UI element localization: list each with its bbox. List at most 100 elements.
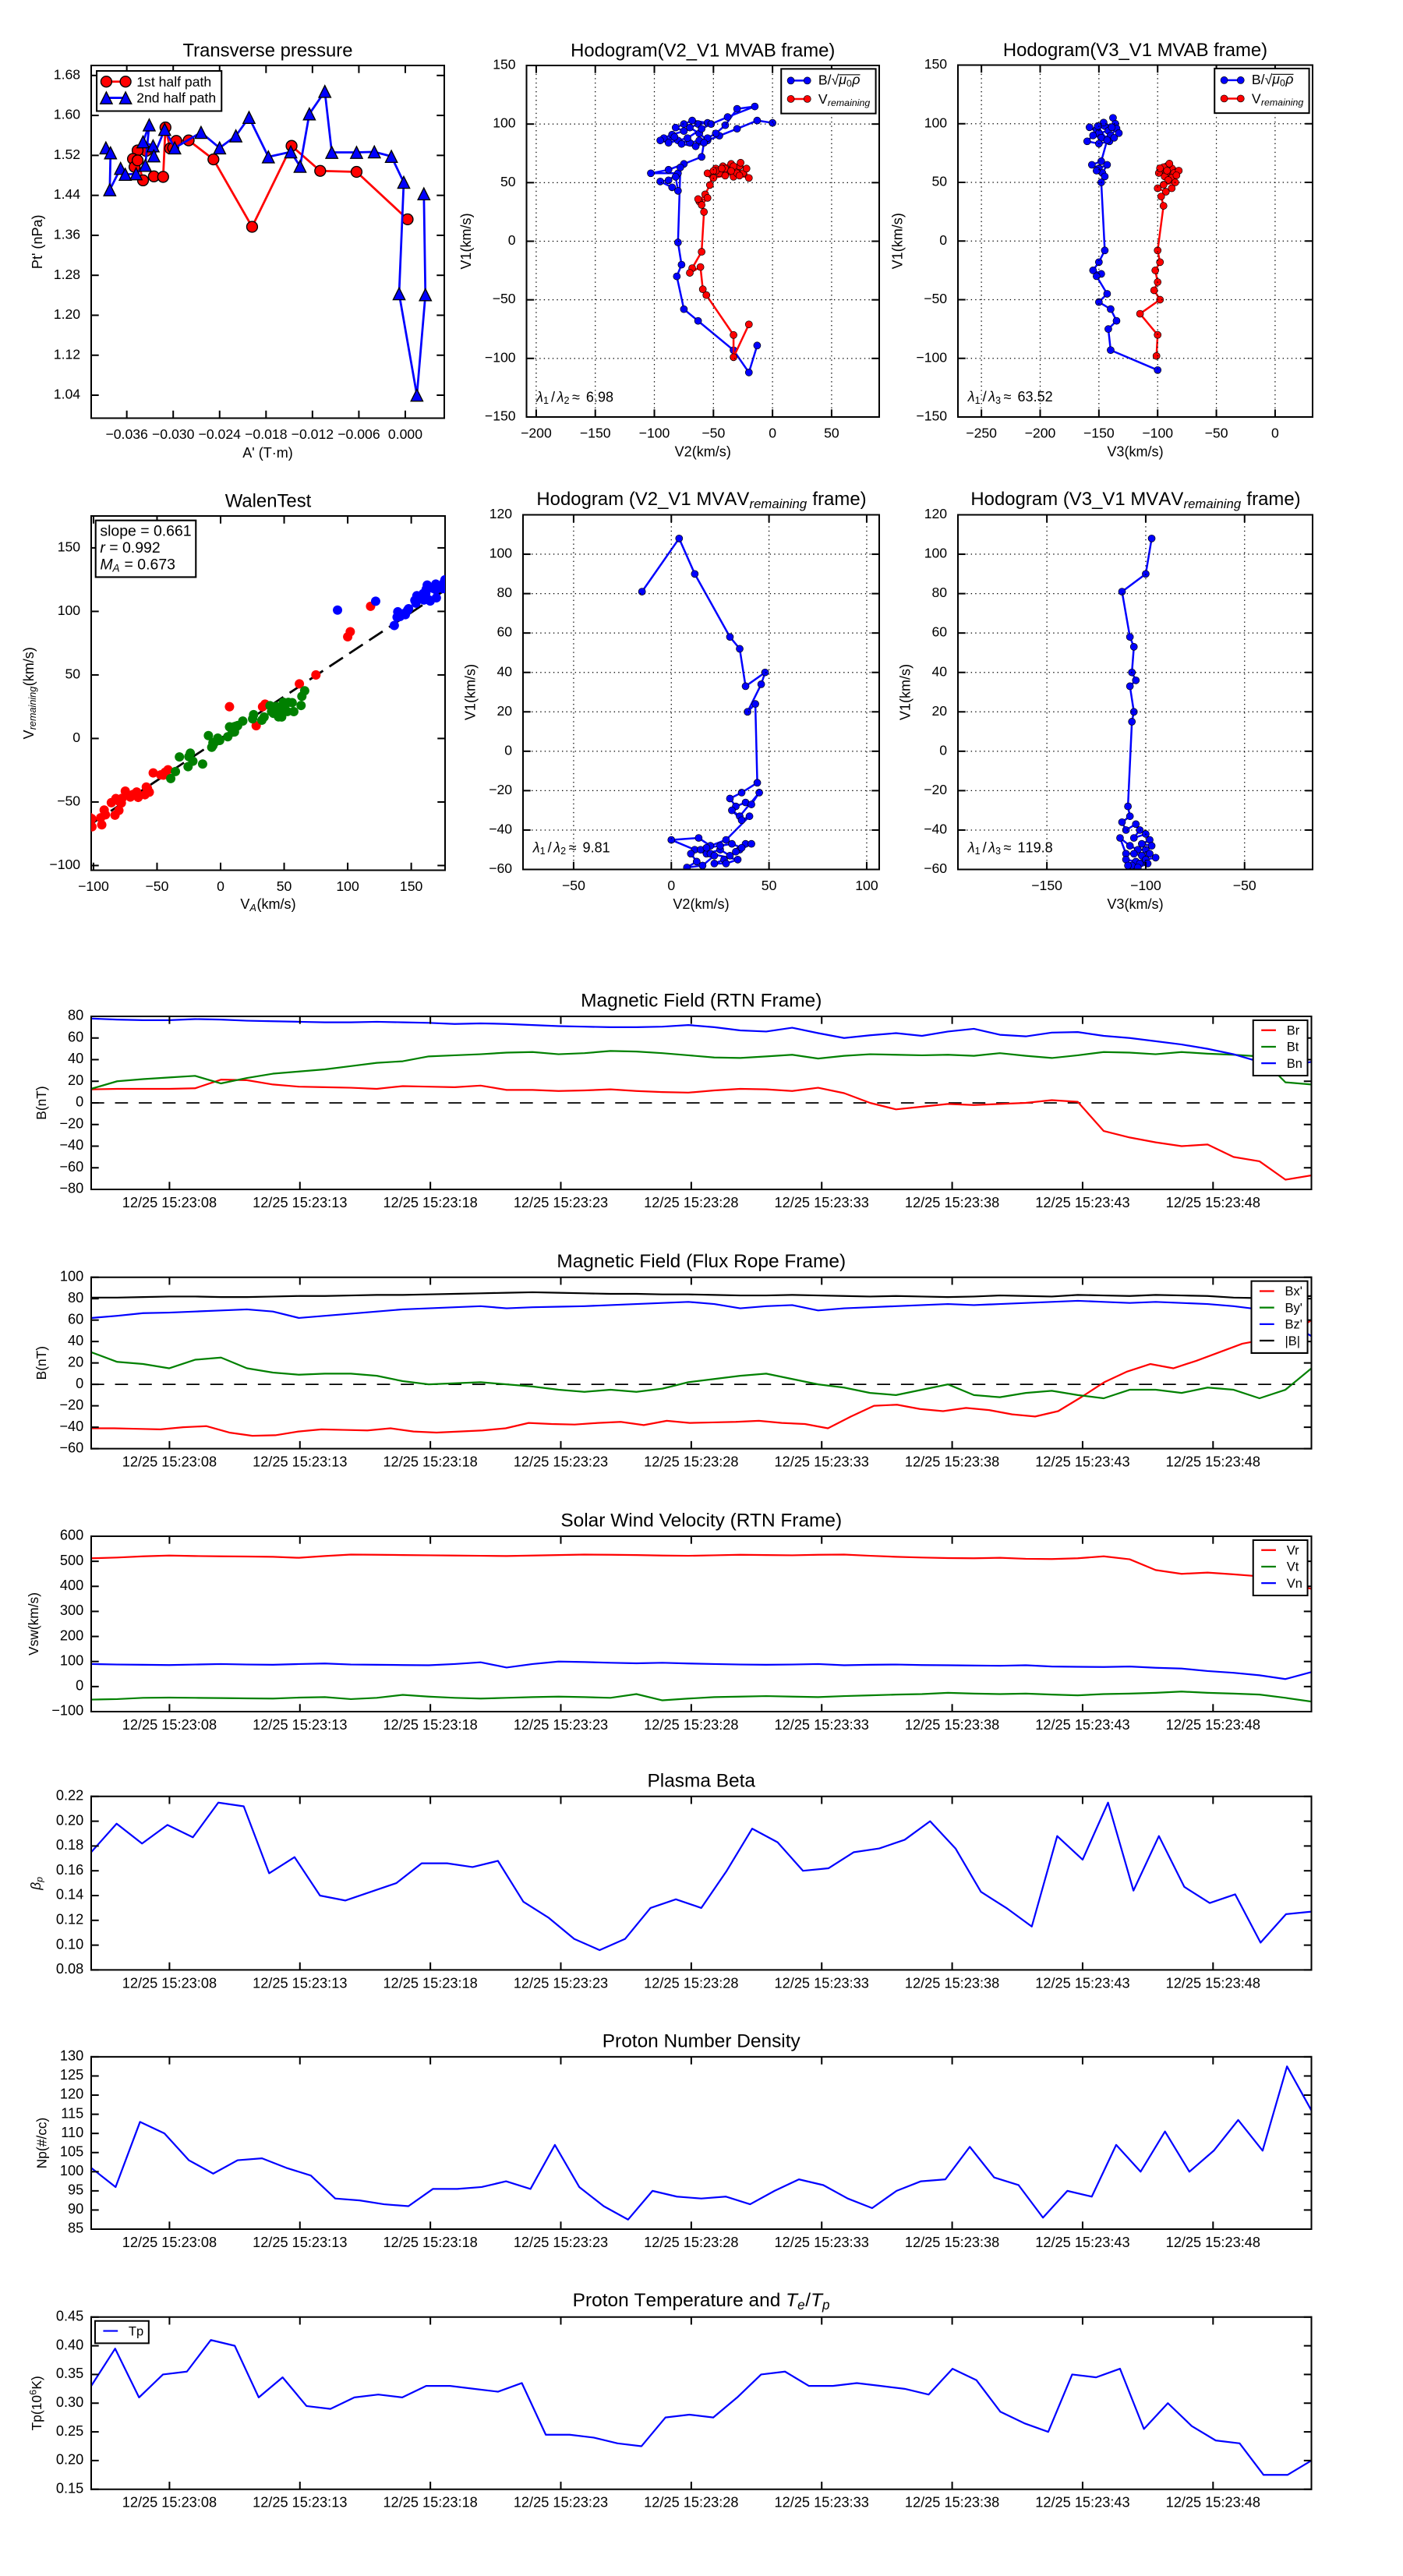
svg-text:−200: −200: [521, 426, 552, 441]
svg-text:−100: −100: [639, 426, 670, 441]
svg-text:−40: −40: [59, 1137, 83, 1153]
svg-text:100: 100: [58, 602, 81, 618]
svg-text:90: 90: [68, 2201, 83, 2217]
svg-text:40: 40: [497, 663, 513, 679]
svg-text:Magnetic Field (RTN Frame): Magnetic Field (RTN Frame): [581, 991, 822, 1012]
svg-text:−60: −60: [924, 860, 947, 876]
svg-text:Transverse pressure: Transverse pressure: [182, 41, 352, 62]
svg-text:Np(#/cc): Np(#/cc): [34, 2118, 49, 2169]
svg-text:105: 105: [60, 2143, 83, 2159]
svg-text:−100: −100: [1130, 878, 1161, 893]
svg-text:0.22: 0.22: [56, 1788, 83, 1804]
svg-text:−50: −50: [702, 426, 725, 441]
svg-text:12/25 15:23:08: 12/25 15:23:08: [122, 1454, 217, 1470]
svg-text:150: 150: [58, 539, 81, 554]
svg-text:20: 20: [497, 703, 513, 719]
svg-text:0.25: 0.25: [56, 2423, 83, 2439]
svg-text:V2(km/s): V2(km/s): [673, 896, 729, 912]
svg-text:40: 40: [68, 1051, 83, 1066]
svg-text:12/25 15:23:08: 12/25 15:23:08: [122, 1717, 217, 1733]
svg-text:−50: −50: [146, 878, 169, 894]
svg-text:80: 80: [497, 585, 513, 600]
svg-text:115: 115: [61, 2105, 83, 2121]
svg-text:12/25 15:23:08: 12/25 15:23:08: [122, 2495, 217, 2511]
svg-text:12/25 15:23:43: 12/25 15:23:43: [1035, 1454, 1129, 1470]
svg-text:150: 150: [924, 56, 948, 72]
svg-text:12/25 15:23:13: 12/25 15:23:13: [253, 1454, 347, 1470]
svg-text:r =: r = 0 . 9 9 2: [100, 537, 160, 557]
svg-text:WalenTest: WalenTest: [225, 491, 312, 512]
svg-text:100: 100: [60, 1268, 83, 1284]
svg-text:B(nT): B(nT): [34, 1086, 49, 1119]
svg-text:T p ( 1: T p ( 1 0 K ) 6: [26, 2372, 45, 2431]
svg-text:150: 150: [493, 57, 516, 72]
svg-text:12/25 15:23:08: 12/25 15:23:08: [122, 2235, 217, 2250]
svg-text:V3(km/s): V3(km/s): [1107, 896, 1163, 912]
svg-text:80: 80: [932, 585, 948, 600]
svg-text:B / √ μ: B / √ μ ρ 0: [818, 69, 864, 89]
svg-text:0.12: 0.12: [56, 1912, 83, 1928]
svg-text:125: 125: [60, 2067, 83, 2083]
svg-text:Vsw(km/s): Vsw(km/s): [26, 1592, 41, 1655]
svg-text:0: 0: [667, 878, 675, 893]
svg-text:−250: −250: [966, 426, 997, 441]
svg-text:40: 40: [932, 663, 948, 679]
svg-text:12/25 15:23:23: 12/25 15:23:23: [514, 2235, 608, 2250]
svg-text:12/25 15:23:48: 12/25 15:23:48: [1166, 1195, 1260, 1210]
svg-text:P r o t: P r o t o n T e m p e r a t u r e a n d …: [573, 2290, 830, 2313]
svg-text:Vr: Vr: [1287, 1543, 1299, 1558]
svg-text:0: 0: [76, 1094, 83, 1110]
svg-text:120: 120: [924, 506, 948, 521]
svg-text:0: 0: [76, 1678, 83, 1694]
svg-text:V ( k m: V ( k m / s ) A: [240, 893, 300, 913]
svg-text:−150: −150: [1031, 878, 1062, 893]
svg-text:0.30: 0.30: [56, 2394, 83, 2410]
svg-text:0.15: 0.15: [56, 2480, 83, 2496]
svg-text:100: 100: [60, 2163, 83, 2178]
svg-text:12/25 15:23:28: 12/25 15:23:28: [644, 1454, 738, 1470]
svg-text:0.10: 0.10: [56, 1936, 83, 1952]
svg-text:−150: −150: [580, 426, 611, 441]
svg-text:−50: −50: [493, 291, 516, 306]
svg-text:300: 300: [60, 1602, 83, 1618]
svg-text:0: 0: [72, 730, 80, 745]
svg-text:Hodogram(V3_V1 MVAB frame): Hodogram(V3_V1 MVAB frame): [1003, 40, 1267, 61]
svg-text:Hodogram(V2_V1 MVAB frame): Hodogram(V2_V1 MVAB frame): [571, 41, 835, 62]
svg-text:12/25 15:23:23: 12/25 15:23:23: [514, 1717, 608, 1733]
svg-text:0.000: 0.000: [388, 426, 422, 442]
svg-text:−0.024: −0.024: [199, 426, 242, 442]
svg-text:Magnetic Field (Flux Rope Fram: Magnetic Field (Flux Rope Frame): [557, 1251, 846, 1272]
svg-text:12/25 15:23:28: 12/25 15:23:28: [644, 1195, 738, 1210]
svg-text:12/25 15:23:38: 12/25 15:23:38: [905, 1195, 999, 1210]
svg-text:0: 0: [508, 232, 516, 248]
svg-text:12/25 15:23:23: 12/25 15:23:23: [514, 1454, 608, 1470]
svg-text:12/25 15:23:28: 12/25 15:23:28: [644, 1717, 738, 1733]
svg-text:1.04: 1.04: [54, 387, 81, 402]
svg-text:−0.018: −0.018: [245, 426, 288, 442]
svg-text:1.12: 1.12: [54, 346, 80, 362]
svg-text:0.16: 0.16: [56, 1862, 83, 1878]
svg-text:120: 120: [60, 2087, 83, 2102]
svg-text:|B|: |B|: [1285, 1334, 1300, 1348]
svg-text:12/25 15:23:13: 12/25 15:23:13: [253, 1195, 347, 1210]
svg-text:50: 50: [500, 174, 516, 189]
svg-text:V1(km/s): V1(km/s): [890, 213, 906, 269]
svg-text:85: 85: [68, 2221, 83, 2236]
svg-text:12/25 15:23:38: 12/25 15:23:38: [905, 2495, 999, 2511]
svg-text:−200: −200: [1025, 426, 1056, 441]
svg-text:500: 500: [60, 1553, 83, 1568]
svg-text:Bn: Bn: [1287, 1056, 1302, 1071]
svg-text:−40: −40: [489, 822, 512, 837]
svg-text:100: 100: [489, 546, 513, 561]
svg-text:0: 0: [939, 742, 947, 758]
svg-text:12/25 15:23:33: 12/25 15:23:33: [775, 2495, 869, 2511]
svg-text:40: 40: [68, 1333, 83, 1348]
svg-text:60: 60: [497, 624, 513, 640]
svg-text:0.35: 0.35: [56, 2366, 83, 2381]
svg-text:−100: −100: [485, 349, 516, 365]
svg-text:12/25 15:23:23: 12/25 15:23:23: [514, 1195, 608, 1210]
svg-text:Bt: Bt: [1287, 1040, 1299, 1055]
svg-text:12/25 15:23:28: 12/25 15:23:28: [644, 2235, 738, 2250]
svg-text:−40: −40: [59, 1419, 83, 1434]
svg-text:Bz': Bz': [1285, 1317, 1302, 1332]
